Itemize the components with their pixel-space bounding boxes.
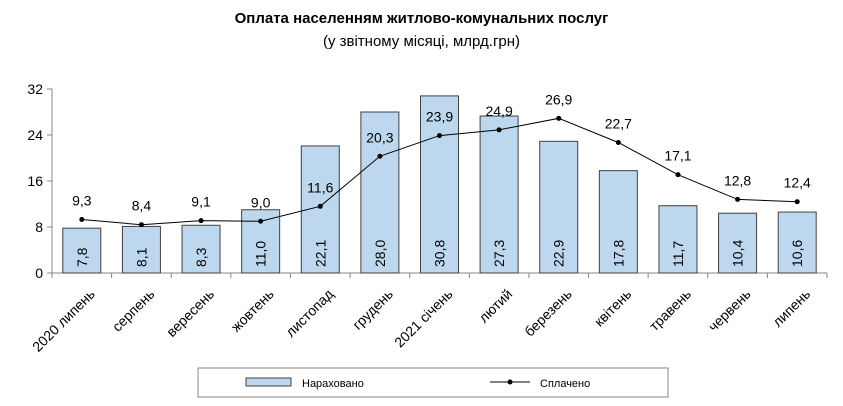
- bar: [777, 211, 817, 274]
- chart-title: Оплата населенням житлово-комунальних по…: [234, 10, 609, 27]
- bar: [539, 140, 579, 274]
- bar: [718, 212, 758, 274]
- line-point: [735, 196, 741, 202]
- bar: [658, 205, 698, 274]
- bar: [241, 209, 281, 274]
- line-data-label: 9,3: [72, 193, 92, 209]
- x-tick-label: листопад: [282, 286, 336, 340]
- y-tick-label: 32: [27, 81, 43, 97]
- bar-data-label: 8,3: [193, 247, 209, 267]
- x-tick-label: липень: [769, 286, 813, 330]
- bar-data-label: 10,4: [730, 240, 746, 267]
- x-tick-label: 2021 січень: [391, 286, 456, 351]
- bar-data-label: 11,0: [253, 241, 269, 267]
- chart-subtitle: (у звітному місяці, млрд.грн): [322, 33, 521, 50]
- x-tick-label: жовтень: [228, 286, 277, 335]
- line-data-label: 11,6: [307, 179, 333, 195]
- bar: [598, 170, 638, 274]
- line-data-label: 12,4: [784, 175, 811, 191]
- bar-data-label: 8,1: [133, 247, 149, 267]
- y-tick-label: 24: [27, 127, 43, 143]
- bar: [479, 115, 519, 274]
- bar: [420, 95, 459, 274]
- x-tick-label: вересень: [163, 286, 217, 340]
- legend-bar-swatch: [245, 377, 292, 387]
- line-data-label: 9,0: [251, 194, 271, 210]
- bar: [121, 225, 161, 274]
- x-tick-label: квітень: [591, 286, 635, 330]
- line-point: [198, 218, 204, 224]
- bar: [62, 227, 102, 274]
- line-point: [615, 139, 621, 145]
- line-point: [437, 133, 442, 139]
- line-data-label: 9,1: [191, 194, 211, 210]
- line-point: [496, 127, 502, 133]
- y-tick-label: 8: [35, 219, 43, 235]
- line-point: [258, 218, 264, 224]
- legend-label-line: Сплачено: [540, 378, 590, 390]
- bar-data-label: 11,7: [670, 241, 686, 267]
- bar-data-label: 17,8: [610, 240, 626, 267]
- bar-data-label: 10,6: [789, 240, 805, 267]
- line-data-label: 17,1: [664, 148, 691, 164]
- line-point: [556, 115, 562, 121]
- bar-data-label: 28,0: [372, 240, 388, 267]
- line-data-label: 20,3: [366, 129, 393, 145]
- line-data-label: 23,9: [426, 109, 453, 125]
- line-data-label: 26,9: [545, 91, 572, 107]
- line-data-label: 8,4: [132, 198, 152, 214]
- line-point: [675, 172, 681, 178]
- bar-data-label: 7,8: [74, 247, 90, 267]
- bar-data-label: 22,9: [551, 240, 567, 267]
- y-tick-label: 0: [35, 265, 43, 281]
- line-point: [138, 222, 144, 228]
- x-tick-label: червень: [705, 286, 754, 335]
- legend-line-marker: [507, 379, 513, 385]
- bar-data-label: 30,8: [432, 240, 448, 267]
- line-data-label: 12,8: [724, 172, 751, 188]
- line-point: [794, 199, 800, 205]
- y-tick-label: 16: [27, 173, 43, 189]
- x-tick-label: травень: [646, 286, 694, 334]
- x-tick-label: серпень: [109, 286, 158, 335]
- x-tick-label: 2020 липень: [29, 286, 98, 355]
- legend-label-bars: Нараховано: [302, 378, 364, 390]
- line-point: [317, 203, 323, 209]
- x-tick-label: лютий: [475, 286, 515, 326]
- bar-data-label: 22,1: [312, 240, 328, 267]
- bar: [181, 224, 221, 274]
- x-tick-label: березень: [521, 286, 575, 340]
- line-point: [79, 217, 85, 223]
- line-data-label: 24,9: [485, 103, 512, 119]
- line-data-label: 22,7: [605, 115, 632, 131]
- bar-data-label: 27,3: [491, 240, 507, 267]
- line-point: [377, 153, 383, 159]
- x-tick-label: грудень: [349, 286, 396, 333]
- bar: [360, 111, 400, 274]
